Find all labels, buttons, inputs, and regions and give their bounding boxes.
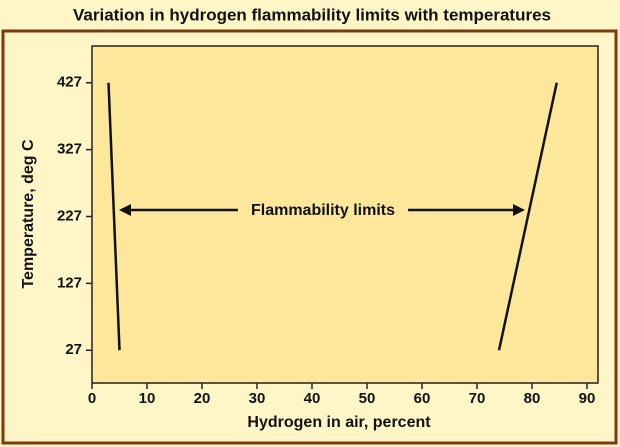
x-axis-label: Hydrogen in air, percent xyxy=(247,414,431,431)
x-tick-label: 70 xyxy=(469,390,486,407)
frame xyxy=(1,29,618,445)
x-tick-label: 10 xyxy=(139,390,156,407)
arrowhead-left xyxy=(119,204,131,216)
x-tick-label: 40 xyxy=(304,390,321,407)
y-tick-label: 227 xyxy=(57,207,82,224)
x-tick-label: 80 xyxy=(524,390,541,407)
annotation: Flammability limits xyxy=(251,202,395,219)
chart-title: Variation in hydrogen flammability limit… xyxy=(73,5,551,24)
y-axis-label: Temperature, deg C xyxy=(20,139,37,289)
x-tick-label: 50 xyxy=(359,390,376,407)
x-tick-label: 30 xyxy=(249,390,266,407)
arrowhead-right xyxy=(513,204,525,216)
y-tick-label: 27 xyxy=(65,341,82,358)
y-tick-label: 327 xyxy=(57,141,82,158)
x-tick-label: 60 xyxy=(414,390,431,407)
x-tick-label: 0 xyxy=(88,390,96,407)
x-tick-label: 20 xyxy=(194,390,211,407)
y-tick-label: 127 xyxy=(57,274,82,291)
x-tick-label: 90 xyxy=(579,390,596,407)
data-line xyxy=(497,82,558,351)
data-line xyxy=(107,82,121,351)
y-tick-label: 427 xyxy=(57,74,82,91)
